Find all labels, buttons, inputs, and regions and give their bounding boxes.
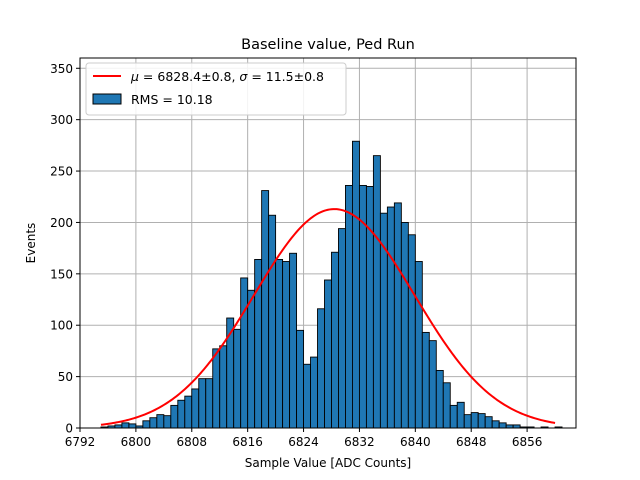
histogram-bar <box>303 363 311 429</box>
x-tick-label: 6824 <box>288 435 319 449</box>
histogram-bar <box>128 423 137 429</box>
legend-histogram-label: RMS = 10.18 <box>131 92 213 107</box>
histogram-bar <box>212 348 221 429</box>
histogram-bar <box>149 417 158 429</box>
legend-sigma-symbol: σ <box>239 69 248 84</box>
histogram-bar <box>345 184 353 429</box>
histogram-bar <box>310 356 318 429</box>
legend-histogram-swatch <box>92 93 122 105</box>
histogram-bar <box>191 388 200 429</box>
histogram-bar <box>331 251 339 429</box>
histogram-bar <box>247 289 256 429</box>
x-tick-label: 6832 <box>344 435 375 449</box>
y-tick-label: 0 <box>65 422 73 436</box>
histogram-bar <box>484 416 493 429</box>
histogram-bar <box>449 404 458 429</box>
histogram-bar <box>470 412 479 429</box>
histogram-bar <box>219 345 228 429</box>
legend-mu-value: = 6828.4±0.8, <box>139 69 239 84</box>
histogram-bar <box>296 329 304 429</box>
y-tick-label: 300 <box>50 113 73 127</box>
histogram-bar <box>456 401 465 429</box>
histogram-bar <box>205 378 214 429</box>
legend: μ = 6828.4±0.8, σ = 11.5±0.8 RMS = 10.18 <box>85 62 347 116</box>
chart-title: Baseline value, Ped Run <box>241 37 415 53</box>
histogram-bar <box>268 214 277 429</box>
x-tick-label: 6808 <box>177 435 208 449</box>
histogram-bar <box>477 413 486 429</box>
histogram-bar <box>428 340 437 429</box>
x-tick-label: 6840 <box>400 435 431 449</box>
x-tick-label: 6856 <box>512 435 543 449</box>
histogram-bar <box>393 202 402 429</box>
histogram-bar <box>324 279 332 429</box>
x-tick-label: 6800 <box>121 435 152 449</box>
gaussian-fit-line <box>100 208 556 426</box>
legend-mu-symbol: μ <box>130 69 139 84</box>
y-axis-ticks: 0 50 100 150 200 250 300 350 <box>50 62 80 436</box>
histogram-bar <box>442 382 451 429</box>
x-axis-ticks: 6792 6800 6808 6816 6824 6832 6840 6848 6856 <box>65 428 543 449</box>
legend-sigma-value: = 11.5±0.8 <box>247 69 324 84</box>
histogram-bar <box>386 206 395 429</box>
x-tick-label: 6792 <box>65 435 96 449</box>
histogram-bar <box>177 399 186 429</box>
histogram-bar <box>156 414 165 429</box>
histogram-bar <box>121 422 130 429</box>
legend-box <box>85 62 347 116</box>
histogram-bar <box>435 369 444 429</box>
y-axis-label: Events <box>24 223 38 264</box>
histogram-bar <box>407 234 416 429</box>
histogram-bar <box>289 252 298 429</box>
histogram-bar <box>198 378 207 429</box>
histogram-bar <box>142 420 151 429</box>
histogram-bar <box>372 155 381 429</box>
histogram-bar <box>184 395 193 429</box>
histogram-bar <box>491 420 500 429</box>
y-tick-label: 150 <box>50 267 73 281</box>
histogram-bar <box>400 221 409 429</box>
histogram-bar <box>233 328 242 429</box>
histogram-bar <box>365 186 374 429</box>
x-tick-label: 6816 <box>232 435 263 449</box>
histogram-bar <box>498 422 507 429</box>
histogram-bar <box>170 404 179 429</box>
histogram-bar <box>317 308 325 429</box>
histogram-bar <box>338 228 346 429</box>
legend-fit-label: μ = 6828.4±0.8, σ = 11.5±0.8 <box>130 69 324 84</box>
histogram-bars <box>100 140 563 429</box>
y-tick-label: 250 <box>50 165 73 179</box>
histogram-bar <box>282 261 291 429</box>
plot-frame <box>79 57 577 429</box>
x-tick-label: 6848 <box>456 435 487 449</box>
histogram-bar <box>275 258 284 429</box>
histogram-bar <box>240 277 249 429</box>
histogram-bar <box>261 190 270 429</box>
y-tick-label: 350 <box>50 62 73 76</box>
histogram-bar <box>463 414 472 429</box>
x-axis-label: Sample Value [ADC Counts] <box>245 456 411 470</box>
histogram-bar <box>163 415 172 429</box>
histogram-bar <box>421 331 430 429</box>
y-tick-label: 50 <box>58 370 73 384</box>
histogram-bar <box>352 140 360 429</box>
histogram-bar <box>414 261 423 429</box>
y-tick-label: 200 <box>50 216 73 230</box>
y-tick-label: 100 <box>50 319 73 333</box>
